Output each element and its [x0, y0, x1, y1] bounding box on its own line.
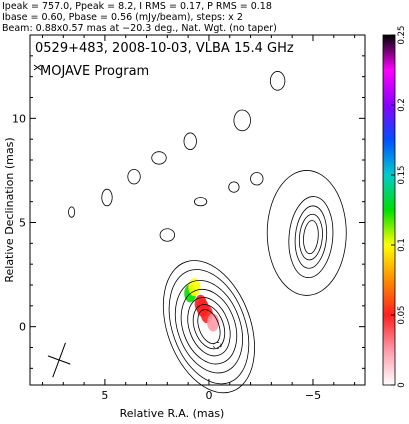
- x-tick-label: −5: [305, 389, 321, 402]
- colorbar-tick-label: 0: [397, 382, 407, 387]
- colorbar-tick-label: 0.25: [397, 26, 407, 45]
- y-ticks: 0 5 10: [12, 55, 365, 369]
- emission-pixel: [194, 294, 207, 313]
- y-tick-label: 0: [19, 321, 26, 334]
- plot-area: [47, 71, 347, 394]
- beam-minor-axis: [47, 355, 71, 365]
- core-contour: [168, 269, 250, 385]
- x-ticks: 5 0 −5: [41, 35, 356, 402]
- header-line-2: Ibase = 0.60, Pbase = 0.56 (mJy/beam), s…: [2, 12, 243, 23]
- colorbar: [382, 34, 396, 386]
- x-tick-label: 0: [205, 389, 212, 402]
- diffuse-contour: [151, 151, 167, 165]
- x-axis-label: Relative R.A. (mas): [120, 407, 225, 420]
- diffuse-contour: [101, 188, 113, 207]
- core-contour: [187, 297, 231, 357]
- core-contour: [180, 288, 238, 365]
- diffuse-contour: [127, 168, 141, 185]
- diffuse-contour: [233, 109, 251, 132]
- subtitle-mark-icon: [33, 64, 42, 71]
- diffuse-contour: [269, 71, 286, 91]
- diffuse-contour: [183, 132, 197, 150]
- chart-title: 0529+483, 2008-10-03, VLBA 15.4 GHz: [35, 41, 294, 56]
- colorbar-tick-label: 0.15: [397, 166, 407, 185]
- header-line-3: Beam: 0.88x0.57 mas at −20.3 deg., Nat. …: [2, 23, 277, 34]
- plot-frame: [29, 34, 366, 386]
- west-contour: [288, 196, 334, 278]
- west-contour: [294, 205, 328, 269]
- core-contour: [174, 279, 243, 374]
- diffuse-contour: [68, 206, 76, 218]
- core-contour: [162, 260, 255, 394]
- chart-subtitle: MOJAVE Program: [40, 64, 149, 79]
- y-tick-label: 10: [12, 112, 26, 125]
- colorbar-tick-label: 0.2: [397, 98, 407, 112]
- negative-contour: [212, 342, 222, 349]
- header-line-1: Ipeak = 757.0, Ppeak = 8.2, I RMS = 0.17…: [2, 1, 272, 12]
- diffuse-contour: [228, 181, 240, 193]
- colorbar-ticks: 0 0.05 0.1 0.15 0.2 0.25: [391, 26, 407, 388]
- emission-pixel: [207, 313, 220, 332]
- west-contour: [298, 213, 323, 261]
- emission-pixel: [188, 278, 201, 297]
- x-tick-label: 5: [101, 389, 108, 402]
- colorbar-tick-label: 0.1: [397, 238, 407, 252]
- colorbar-tick-label: 0.05: [397, 306, 407, 325]
- diffuse-contour: [250, 172, 264, 186]
- y-axis-label: Relative Declination (mas): [3, 137, 16, 282]
- diffuse-contour: [159, 228, 176, 242]
- west-contour: [303, 220, 319, 255]
- y-tick-label: 5: [19, 217, 26, 230]
- diffuse-contour: [193, 197, 208, 207]
- diffuse-contour: [266, 170, 347, 296]
